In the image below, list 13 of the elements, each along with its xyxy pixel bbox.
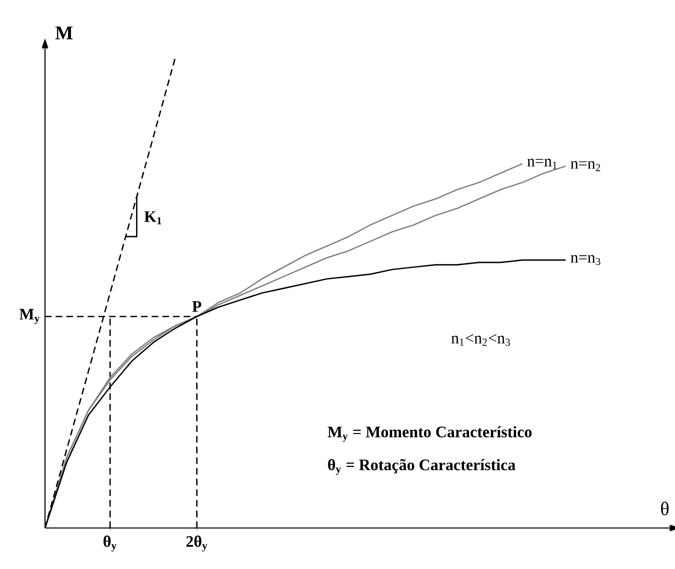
series-label: n=n$_{3}$ [570,255,600,266]
annotation: P [192,301,202,312]
ref-line-label: M$_{y}$ [19,308,40,324]
x-axis-title: θ [661,502,669,516]
annotation: K$_{1}$ [144,211,162,224]
x-tick-label: 2θ$_{y}$ [186,536,208,552]
y-axis-title: M [55,26,73,40]
annotation: θ$_{y}$ = Rotação Característica [328,458,516,475]
annotation: n$_{1}$<n$_{2}$<n$_{3}$ [451,334,510,346]
series-label: n=n$_{1}$ [527,158,557,169]
x-tick-label: θ$_{y}$ [104,536,116,552]
annotation: M$_{y}$ = Momento Característico [328,426,532,442]
series-label: n=n$_{2}$ [570,161,600,172]
